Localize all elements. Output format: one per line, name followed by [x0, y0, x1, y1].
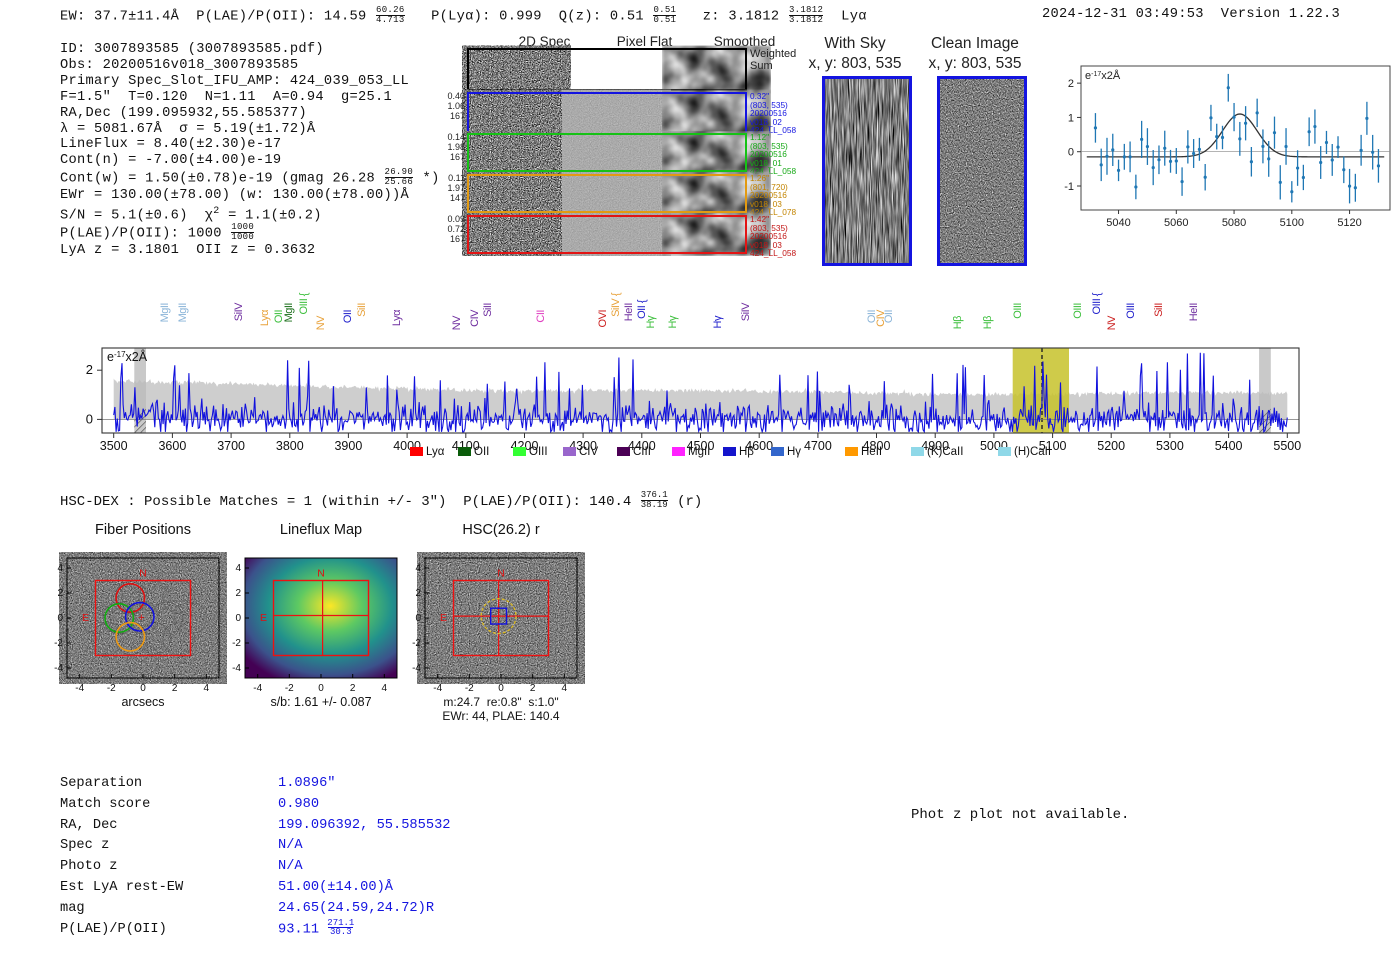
svg-text:0: 0 — [140, 683, 146, 694]
svg-text:2: 2 — [415, 588, 421, 599]
svg-text:-2: -2 — [285, 683, 294, 694]
svg-text:4: 4 — [235, 563, 241, 574]
svg-text:0: 0 — [235, 613, 241, 624]
svg-text:E: E — [440, 612, 447, 624]
svg-text:-4: -4 — [232, 663, 241, 674]
svg-text:-4: -4 — [412, 663, 421, 674]
svg-text:3800: 3800 — [276, 439, 304, 453]
svg-text:4700: 4700 — [804, 439, 832, 453]
svg-text:-2: -2 — [54, 638, 63, 649]
svg-text:2: 2 — [530, 683, 536, 694]
svg-text:4: 4 — [415, 563, 421, 574]
svg-text:3700: 3700 — [217, 439, 245, 453]
svg-text:-2: -2 — [412, 638, 421, 649]
svg-text:0: 0 — [498, 683, 504, 694]
svg-text:N: N — [317, 568, 325, 580]
svg-text:0: 0 — [318, 683, 324, 694]
svg-text:-4: -4 — [75, 683, 84, 694]
svg-text:4: 4 — [204, 683, 210, 694]
svg-text:5300: 5300 — [1156, 439, 1184, 453]
svg-text:5400: 5400 — [1215, 439, 1243, 453]
svg-text:2: 2 — [172, 683, 178, 694]
svg-text:E: E — [82, 612, 89, 624]
svg-text:5200: 5200 — [1097, 439, 1125, 453]
svg-text:e-17x2Å: e-17x2Å — [107, 349, 148, 364]
svg-text:-2: -2 — [107, 683, 116, 694]
svg-text:3900: 3900 — [334, 439, 362, 453]
svg-text:+: + — [138, 612, 144, 624]
svg-text:3600: 3600 — [158, 439, 186, 453]
svg-text:-2: -2 — [465, 683, 474, 694]
svg-text:0: 0 — [86, 411, 93, 426]
svg-text:0: 0 — [57, 613, 63, 624]
svg-text:-4: -4 — [433, 683, 442, 694]
svg-text:4: 4 — [57, 563, 63, 574]
svg-text:3500: 3500 — [100, 439, 128, 453]
svg-text:5500: 5500 — [1273, 439, 1301, 453]
svg-text:2: 2 — [235, 588, 241, 599]
svg-text:0: 0 — [415, 613, 421, 624]
svg-text:-2: -2 — [232, 638, 241, 649]
svg-text:N: N — [497, 568, 505, 580]
svg-text:2: 2 — [86, 362, 93, 377]
svg-text:N: N — [139, 568, 147, 580]
svg-text:2: 2 — [57, 588, 63, 599]
svg-text:2: 2 — [350, 683, 356, 694]
svg-text:4: 4 — [562, 683, 568, 694]
svg-text:4: 4 — [382, 683, 388, 694]
svg-text:-4: -4 — [54, 663, 63, 674]
svg-text:-4: -4 — [253, 683, 262, 694]
svg-text:E: E — [260, 612, 267, 624]
